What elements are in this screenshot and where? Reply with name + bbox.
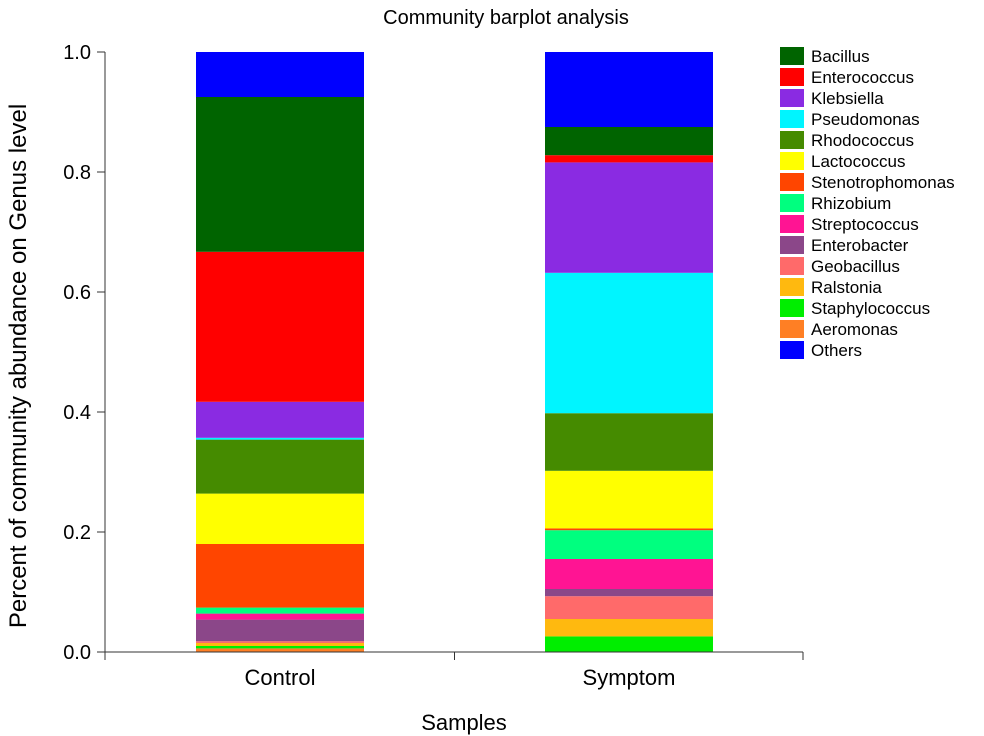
legend-label-pseudomonas: Pseudomonas xyxy=(811,110,920,129)
bar-segment-control-klebsiella xyxy=(196,401,364,438)
legend-swatch-enterobacter xyxy=(780,236,804,254)
legend-swatch-bacillus xyxy=(780,47,804,65)
bar-segment-symptom-rhizobium xyxy=(545,530,713,559)
bar-segment-symptom-streptococcus xyxy=(545,559,713,589)
legend-swatch-others xyxy=(780,341,804,359)
y-tick-label: 0.8 xyxy=(63,162,91,184)
axes-layer: 0.0 0.2 0.4 0.6 0.8 1.0 Control Symptom xyxy=(63,42,804,690)
legend-swatch-pseudomonas xyxy=(780,110,804,128)
bar-segment-symptom-enterobacter xyxy=(545,589,713,597)
legend-swatch-streptococcus xyxy=(780,215,804,233)
legend-label-staphylococcus: Staphylococcus xyxy=(811,299,930,318)
legend-label-ralstonia: Ralstonia xyxy=(811,278,882,297)
legend-swatch-aeromonas xyxy=(780,320,804,338)
legend-swatch-rhizobium xyxy=(780,194,804,212)
bar-segment-control-streptococcus xyxy=(196,613,364,620)
bar-segment-symptom-others xyxy=(545,52,713,127)
legend-swatch-enterococcus xyxy=(780,68,804,86)
x-tick-label-symptom: Symptom xyxy=(583,665,676,690)
bar-segment-symptom-pseudomonas xyxy=(545,272,713,414)
bar-segment-control-ralstonia xyxy=(196,643,364,646)
legend-swatch-staphylococcus xyxy=(780,299,804,317)
legend-label-geobacillus: Geobacillus xyxy=(811,257,900,276)
bars-layer xyxy=(196,52,713,652)
legend-label-streptococcus: Streptococcus xyxy=(811,215,919,234)
x-tick-label-control: Control xyxy=(245,665,316,690)
legend-swatch-stenotrophomonas xyxy=(780,173,804,191)
bar-segment-symptom-staphylococcus xyxy=(545,636,713,652)
bar-segment-symptom-klebsiella xyxy=(545,162,713,273)
legend-swatch-ralstonia xyxy=(780,278,804,296)
legend-label-enterobacter: Enterobacter xyxy=(811,236,909,255)
legend-label-klebsiella: Klebsiella xyxy=(811,89,884,108)
legend-swatch-lactococcus xyxy=(780,152,804,170)
bar-segment-control-enterobacter xyxy=(196,619,364,642)
y-tick-label: 0.2 xyxy=(63,522,91,544)
legend-label-rhizobium: Rhizobium xyxy=(811,194,891,213)
bar-segment-symptom-rhodococcus xyxy=(545,413,713,471)
bar-segment-symptom-stenotrophomonas xyxy=(545,528,713,531)
bar-segment-symptom-geobacillus xyxy=(545,596,713,619)
bar-segment-control-bacillus xyxy=(196,97,364,252)
legend-label-others: Others xyxy=(811,341,862,360)
legend-swatch-geobacillus xyxy=(780,257,804,275)
chart-title: Community barplot analysis xyxy=(383,7,629,29)
bar-segment-control-enterococcus xyxy=(196,251,364,402)
bar-segment-symptom-ralstonia xyxy=(545,619,713,637)
bar-segment-control-rhodococcus xyxy=(196,439,364,494)
y-tick-label: 0.0 xyxy=(63,642,91,664)
legend-label-bacillus: Bacillus xyxy=(811,47,870,66)
x-axis-title: Samples xyxy=(421,710,507,735)
bar-segment-symptom-lactococcus xyxy=(545,470,713,529)
bar-segment-control-staphylococcus xyxy=(196,646,364,649)
bar-segment-symptom-enterococcus xyxy=(545,155,713,163)
legend-swatch-rhodococcus xyxy=(780,131,804,149)
y-tick-label: 1.0 xyxy=(63,42,91,64)
legend-label-enterococcus: Enterococcus xyxy=(811,68,914,87)
legend-label-stenotrophomonas: Stenotrophomonas xyxy=(811,173,955,192)
bar-segment-symptom-bacillus xyxy=(545,127,713,156)
bar-segment-control-others xyxy=(196,52,364,97)
legend-label-lactococcus: Lactococcus xyxy=(811,152,906,171)
bar-segment-control-rhizobium xyxy=(196,607,364,614)
legend: Bacillus Enterococcus Klebsiella Pseudomona… xyxy=(780,47,955,360)
bar-segment-control-pseudomonas xyxy=(196,437,364,440)
legend-swatch-klebsiella xyxy=(780,89,804,107)
bar-segment-control-stenotrophomonas xyxy=(196,544,364,608)
bar-segment-control-geobacillus xyxy=(196,641,364,643)
bar-segment-control-aeromonas xyxy=(196,648,364,652)
bar-segment-control-lactococcus xyxy=(196,493,364,544)
legend-label-rhodococcus: Rhodococcus xyxy=(811,131,914,150)
y-tick-label: 0.4 xyxy=(63,402,91,424)
legend-label-aeromonas: Aeromonas xyxy=(811,320,898,339)
y-axis-title: Percent of community abundance on Genus … xyxy=(5,104,32,628)
y-tick-label: 0.6 xyxy=(63,282,91,304)
